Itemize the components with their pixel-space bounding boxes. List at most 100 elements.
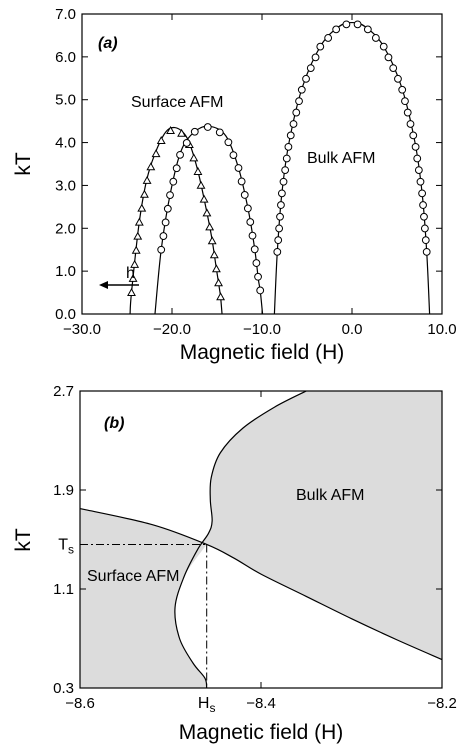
ts-tick-label: Ts — [58, 536, 74, 556]
triangle-marker — [209, 250, 219, 259]
circle-marker — [243, 204, 252, 213]
y-tick-label: 3.0 — [55, 177, 76, 194]
circle-marker — [166, 191, 174, 200]
y-tick-label: 2.0 — [55, 220, 76, 237]
panel-a-y-axis-label: kT — [12, 152, 35, 176]
circle-marker — [384, 53, 393, 62]
x-tick-label: 0.0 — [342, 321, 363, 338]
panel-b-bulk-afm-label: Bulk AFM — [296, 487, 364, 504]
triangle-marker — [151, 149, 161, 158]
circle-marker — [342, 20, 351, 29]
panel-b-x-ticks: −8.6 −8.4 −8.2 — [65, 391, 457, 712]
circle-marker — [172, 164, 181, 173]
circle-marker — [422, 247, 431, 256]
circle-marker — [250, 245, 259, 254]
circle-marker — [275, 224, 284, 233]
circle-marker — [246, 218, 255, 226]
panel-b-y-axis-label: kT — [12, 528, 35, 552]
surface-boundary-curve — [80, 507, 442, 661]
circle-marker — [289, 120, 298, 128]
circle-marker — [229, 151, 238, 160]
circle-marker — [420, 212, 428, 221]
circle-marker — [414, 166, 423, 175]
circle-marker — [163, 204, 172, 213]
circle-marker — [295, 97, 303, 106]
circle-marker — [203, 123, 212, 131]
panel-a-bulk-afm-label: Bulk AFM — [307, 150, 375, 167]
circle-marker — [190, 127, 199, 136]
hs-tick-label: Hs — [198, 695, 216, 715]
circle-marker — [316, 42, 325, 51]
bulk-afm-region — [197, 391, 442, 660]
triangle-marker — [133, 231, 143, 240]
triangle-marker — [202, 208, 212, 217]
circle-marker — [324, 34, 333, 42]
circle-marker — [182, 139, 191, 147]
triangle-marker — [166, 125, 176, 134]
circle-marker — [411, 142, 420, 151]
circle-marker — [306, 64, 315, 73]
panel-a-surface-afm-label: Surface AFM — [131, 94, 223, 111]
circle-marker — [234, 164, 243, 172]
circle-marker — [353, 20, 362, 29]
triangle-marker — [137, 203, 147, 212]
y-tick-label: 0.3 — [53, 680, 74, 697]
panel-b-x-axis-label: Magnetic field (H) — [179, 721, 344, 744]
x-tick-label: 10.0 — [427, 321, 456, 338]
circle-marker — [282, 154, 291, 163]
circle-marker — [419, 201, 427, 209]
triangle-marker — [146, 162, 156, 171]
triangle-marker — [134, 217, 144, 226]
circle-marker — [284, 142, 293, 151]
y-tick-label: 1.0 — [55, 263, 76, 280]
h-arrow-label: h — [126, 265, 135, 282]
y-tick-label: 4.0 — [55, 135, 76, 152]
circle-marker — [256, 286, 265, 295]
y-tick-label: 5.0 — [55, 92, 76, 109]
circle-marker — [277, 189, 286, 198]
circle-marker — [409, 131, 418, 140]
panel-b-label: (b) — [104, 415, 124, 432]
surface-afm-region — [80, 508, 207, 688]
triangle-marker — [207, 236, 217, 245]
x-tick-label: −20.0 — [153, 321, 191, 338]
circle-marker — [363, 25, 372, 34]
circle-marker — [157, 245, 166, 254]
circle-marker — [277, 201, 285, 209]
triangle-marker — [127, 287, 136, 296]
bulk-boundary-curve — [174, 391, 307, 688]
circle-marker — [274, 236, 283, 245]
circle-marker — [311, 53, 320, 62]
panel-a-label: (a) — [98, 35, 118, 52]
circle-marker — [371, 34, 380, 42]
circle-marker — [224, 138, 233, 147]
circle-marker — [292, 108, 301, 117]
y-tick-label: 1.1 — [53, 581, 74, 598]
circle-marker — [332, 25, 341, 34]
x-tick-label: −30.0 — [63, 321, 101, 338]
circle-marker — [240, 191, 249, 199]
triangle-marker — [139, 189, 149, 198]
circle-marker — [302, 74, 310, 83]
y-tick-label: 6.0 — [55, 49, 76, 66]
series-0-curve — [129, 126, 223, 315]
circle-marker — [254, 272, 262, 281]
panel-a-y-ticks: 0.0 1.0 2.0 3.0 4.0 5.0 6.0 7.0 — [55, 6, 442, 323]
triangle-marker — [199, 194, 209, 203]
triangle-marker — [131, 245, 141, 254]
circle-marker — [416, 177, 425, 186]
x-tick-label: −8.2 — [427, 695, 457, 712]
circle-marker — [403, 108, 412, 117]
triangle-marker — [156, 135, 166, 144]
circle-marker — [401, 97, 409, 106]
circle-marker — [418, 189, 427, 198]
panel-b: −8.6 −8.4 −8.2 0.3 1.1 1.9 2.7 Hs Ts (b) Bulk… — [12, 383, 457, 744]
triangle-marker — [177, 128, 187, 137]
circle-marker — [169, 177, 178, 186]
circle-marker — [379, 42, 388, 51]
circle-marker — [252, 259, 261, 267]
circle-marker — [297, 85, 306, 94]
panel-a-x-axis-label: Magnetic field (H) — [180, 341, 345, 364]
panel-b-y-ticks: 0.3 1.1 1.9 2.7 — [53, 383, 442, 697]
